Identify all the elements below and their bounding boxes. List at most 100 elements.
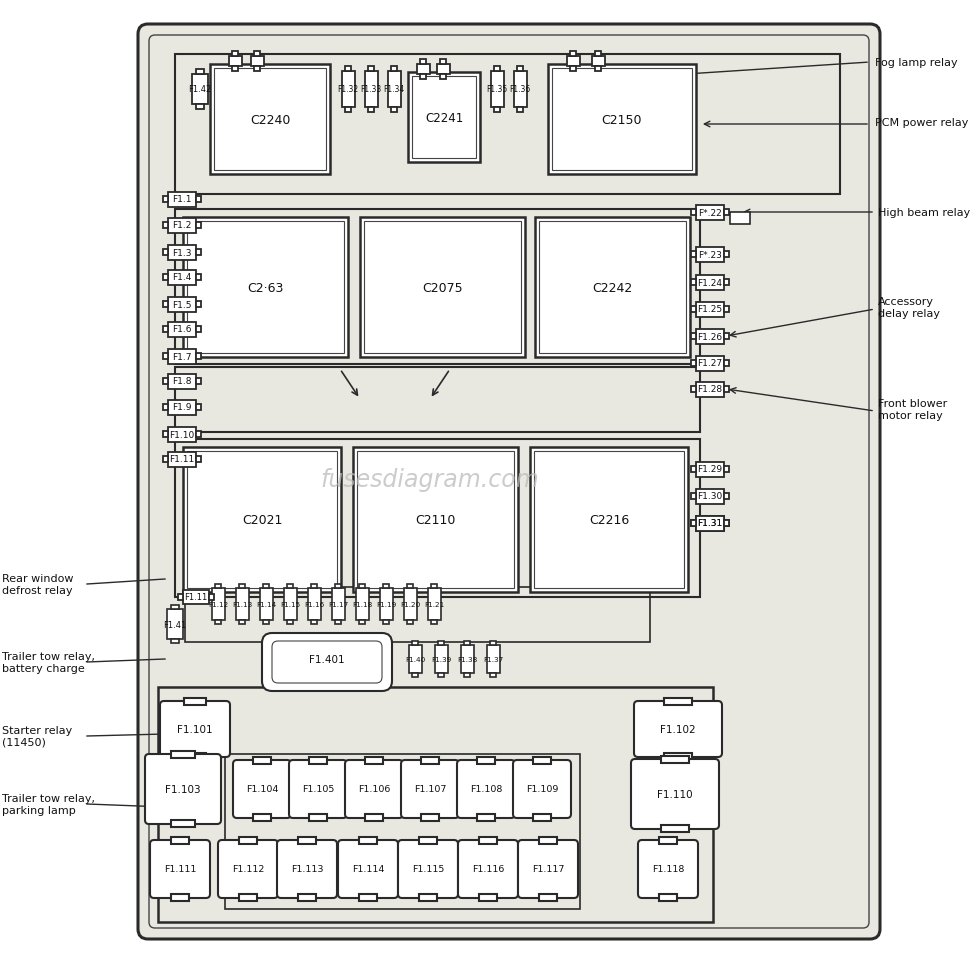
Bar bbox=[412, 641, 418, 645]
Bar bbox=[168, 349, 196, 364]
Bar bbox=[420, 60, 426, 65]
Text: Fog lamp relay: Fog lamp relay bbox=[875, 58, 957, 68]
Bar bbox=[440, 60, 446, 65]
Bar bbox=[696, 516, 724, 531]
Text: Starter relay
(11450): Starter relay (11450) bbox=[2, 725, 72, 747]
Bar bbox=[659, 894, 677, 901]
Bar bbox=[214, 69, 326, 171]
Bar bbox=[163, 222, 168, 229]
Bar bbox=[724, 279, 729, 286]
Bar bbox=[419, 894, 437, 901]
FancyBboxPatch shape bbox=[338, 841, 398, 898]
Bar bbox=[477, 758, 494, 764]
Bar bbox=[548, 65, 696, 174]
Bar bbox=[535, 218, 690, 357]
Bar bbox=[345, 108, 351, 112]
Bar bbox=[435, 645, 448, 673]
Bar bbox=[355, 588, 369, 620]
Bar bbox=[163, 431, 168, 438]
Bar bbox=[691, 520, 696, 527]
Bar bbox=[724, 386, 729, 393]
Text: F1.21: F1.21 bbox=[424, 601, 444, 607]
Bar bbox=[183, 218, 348, 357]
Bar bbox=[490, 71, 503, 108]
Text: F1.10: F1.10 bbox=[169, 430, 195, 439]
Bar bbox=[419, 837, 437, 844]
Bar bbox=[168, 245, 196, 260]
Bar bbox=[691, 360, 696, 367]
Bar bbox=[724, 306, 729, 313]
Text: F1.29: F1.29 bbox=[698, 465, 723, 474]
Bar bbox=[691, 306, 696, 313]
Bar bbox=[168, 375, 196, 389]
Text: F1.102: F1.102 bbox=[661, 724, 696, 734]
Bar bbox=[661, 825, 689, 832]
Text: C2·63: C2·63 bbox=[247, 281, 284, 294]
Bar bbox=[382, 584, 389, 588]
Bar bbox=[724, 493, 729, 500]
Bar bbox=[260, 588, 272, 620]
Bar bbox=[253, 758, 270, 764]
Bar bbox=[730, 213, 750, 225]
Bar bbox=[427, 588, 441, 620]
Bar bbox=[298, 894, 316, 901]
Text: F1.31: F1.31 bbox=[698, 519, 723, 528]
Bar bbox=[691, 493, 696, 500]
Bar bbox=[479, 894, 497, 901]
Bar bbox=[539, 837, 558, 844]
FancyBboxPatch shape bbox=[638, 841, 698, 898]
Bar bbox=[359, 837, 378, 844]
Bar bbox=[724, 466, 729, 473]
Bar bbox=[440, 75, 446, 80]
Bar bbox=[486, 645, 499, 673]
Bar bbox=[215, 620, 221, 624]
Bar bbox=[183, 590, 209, 604]
Text: F1.118: F1.118 bbox=[652, 864, 684, 874]
Text: F1.111: F1.111 bbox=[163, 864, 197, 874]
Text: F1.35: F1.35 bbox=[486, 86, 508, 94]
Text: F1.4: F1.4 bbox=[172, 274, 192, 282]
Bar bbox=[163, 404, 168, 411]
Bar bbox=[178, 595, 183, 600]
Bar bbox=[171, 821, 195, 827]
Bar bbox=[233, 67, 238, 71]
Text: F*.23: F*.23 bbox=[698, 251, 722, 259]
Bar bbox=[211, 588, 225, 620]
Text: C2021: C2021 bbox=[242, 514, 282, 526]
Text: PCM power relay: PCM power relay bbox=[875, 118, 968, 128]
Text: F1.114: F1.114 bbox=[352, 864, 384, 874]
Bar bbox=[184, 753, 206, 760]
Bar bbox=[225, 754, 580, 909]
Bar bbox=[359, 620, 365, 624]
Bar bbox=[298, 837, 316, 844]
Bar bbox=[412, 673, 418, 678]
Bar bbox=[163, 456, 168, 463]
Bar bbox=[724, 520, 729, 527]
Bar bbox=[691, 466, 696, 473]
Bar bbox=[494, 67, 500, 71]
Bar bbox=[307, 588, 320, 620]
Text: F1.40: F1.40 bbox=[405, 657, 425, 662]
Text: F1.13: F1.13 bbox=[232, 601, 252, 607]
Text: F1.11: F1.11 bbox=[169, 455, 195, 464]
Bar bbox=[365, 758, 382, 764]
Text: Rear window
defrost relay: Rear window defrost relay bbox=[2, 574, 74, 596]
Bar bbox=[168, 218, 196, 233]
Bar bbox=[239, 894, 257, 901]
Text: F1.32: F1.32 bbox=[338, 86, 359, 94]
Text: F1.117: F1.117 bbox=[532, 864, 564, 874]
Bar bbox=[696, 329, 724, 344]
FancyBboxPatch shape bbox=[138, 25, 880, 939]
Bar bbox=[185, 587, 650, 642]
Text: F1.106: F1.106 bbox=[358, 784, 390, 794]
Text: F1.18: F1.18 bbox=[352, 601, 372, 607]
Text: F1.2: F1.2 bbox=[172, 221, 192, 231]
Bar bbox=[163, 196, 168, 203]
Bar bbox=[163, 250, 168, 256]
Bar bbox=[309, 758, 327, 764]
Bar bbox=[691, 520, 696, 527]
Bar bbox=[238, 620, 245, 624]
Bar bbox=[184, 699, 206, 705]
Text: F1.105: F1.105 bbox=[302, 784, 334, 794]
FancyBboxPatch shape bbox=[518, 841, 578, 898]
